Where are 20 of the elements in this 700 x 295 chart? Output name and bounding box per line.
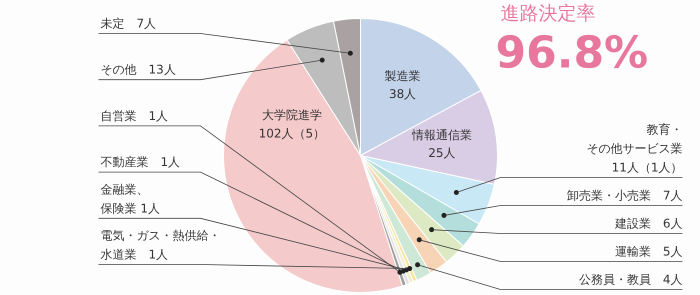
slice-label: 教育・その他サービス業 xyxy=(586,122,682,156)
chart-title: 進路決定率 xyxy=(500,2,596,24)
slice-label: 大学院進学 xyxy=(262,108,322,122)
slice-label: 金融業、保険業 1人 xyxy=(100,182,160,216)
data-label: 11人（1人） xyxy=(612,160,682,174)
slice-label: 電気・ガス・熱供給・水道業 1人 xyxy=(100,228,220,262)
slice-label: 運輸業 5人 xyxy=(614,244,683,258)
slice-label: 製造業 xyxy=(384,68,421,83)
data-label: 25人 xyxy=(428,146,456,160)
chart-subtitle: 96.8% xyxy=(496,28,648,78)
slice-label: 公務員・教員 4人 xyxy=(578,272,683,286)
slice-label: その他 13人 xyxy=(100,62,176,77)
data-label: 38人 xyxy=(388,87,416,101)
slice-label: 卸売業・小売業 7人 xyxy=(566,188,683,202)
data-label: 102人（5） xyxy=(258,126,326,140)
slice-label: 自営業 1人 xyxy=(100,108,168,123)
slice-label: 不動産業 1人 xyxy=(100,155,180,170)
slice-label: 未定 7人 xyxy=(100,16,156,30)
slice-label: 建設業 6人 xyxy=(614,216,683,230)
slice-label: 情報通信業 xyxy=(410,128,472,142)
